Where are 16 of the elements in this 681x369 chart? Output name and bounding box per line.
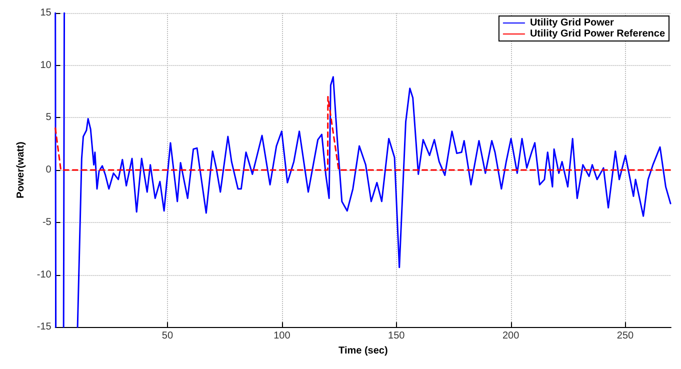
y-tick-label: -5 bbox=[42, 216, 52, 228]
x-tick-label: 50 bbox=[162, 330, 174, 342]
legend-label: Utility Grid Power Reference bbox=[530, 28, 666, 40]
y-tick-label: 5 bbox=[46, 112, 52, 124]
x-tick-label: 150 bbox=[388, 330, 406, 342]
y-tick-label: 10 bbox=[40, 60, 52, 71]
x-axis-title: Time (sec) bbox=[338, 346, 388, 356]
x-tick-label: 250 bbox=[616, 330, 634, 342]
y-tick-label: 0 bbox=[46, 164, 52, 176]
y-tick-label: -10 bbox=[36, 269, 52, 280]
y-axis-title: Power(watt) bbox=[16, 142, 26, 198]
x-tick-label: 200 bbox=[502, 330, 520, 342]
y-tick-label: -15 bbox=[36, 322, 52, 333]
y-tick-label: 15 bbox=[40, 8, 52, 18]
x-tick-label: 100 bbox=[274, 330, 291, 342]
legend-label: Utility Grid Power bbox=[530, 18, 614, 28]
